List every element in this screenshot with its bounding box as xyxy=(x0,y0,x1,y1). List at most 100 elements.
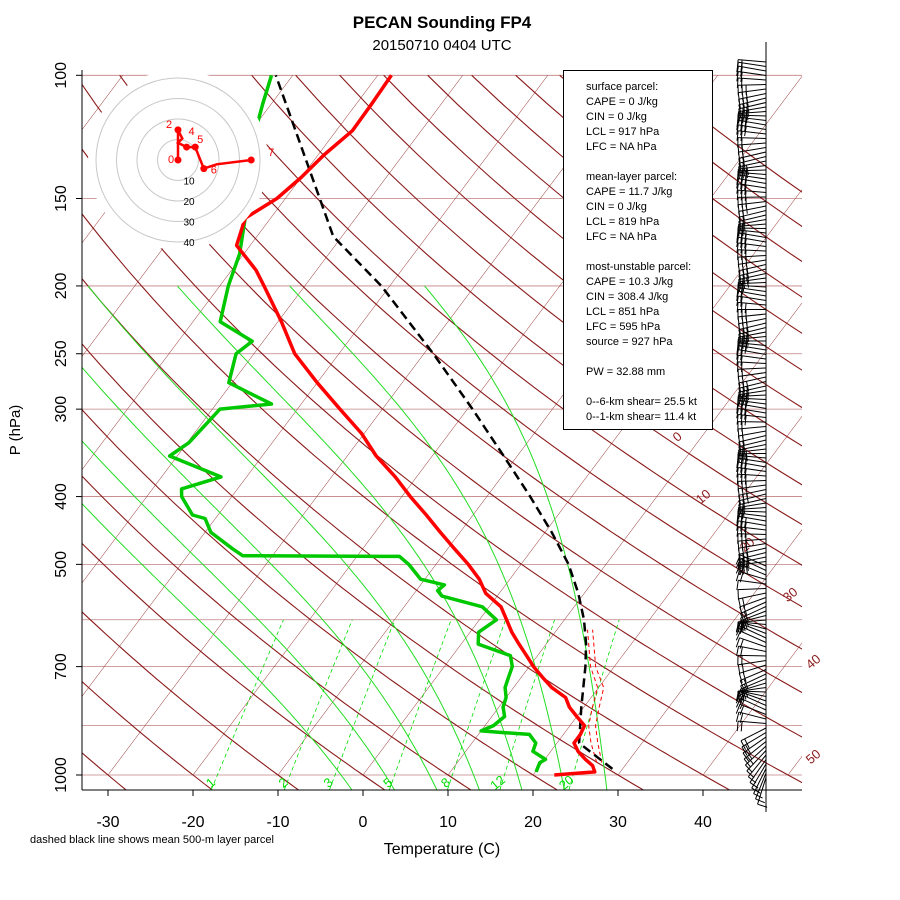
wind-barb-shaft xyxy=(738,301,767,306)
wind-barb-flag xyxy=(736,178,739,189)
wind-barb-shaft xyxy=(738,183,767,189)
wind-barb-flag xyxy=(735,558,742,568)
wind-barb-shaft xyxy=(739,664,767,674)
wind-barb xyxy=(736,119,767,132)
wind-barb-shaft xyxy=(738,264,767,272)
wind-barb-flag xyxy=(739,692,744,703)
hodograph-height-label: 7 xyxy=(268,147,274,159)
wind-barb-flag xyxy=(739,638,744,649)
wind-barb xyxy=(736,232,767,245)
wind-barb-shaft xyxy=(737,114,767,117)
wind-barb xyxy=(735,563,767,576)
y-tick-label: 250 xyxy=(53,340,70,367)
hodograph-ring xyxy=(95,77,261,243)
wind-barb-shaft xyxy=(738,720,767,724)
wind-barb xyxy=(738,97,767,115)
wind-barb-shaft xyxy=(740,625,767,639)
wind-barb-shaft xyxy=(747,754,767,778)
wind-barb-flag xyxy=(746,327,750,338)
mixing-ratio-line xyxy=(499,619,555,790)
wind-barb-flag xyxy=(744,190,747,201)
wind-barb-shaft xyxy=(738,507,767,510)
hodograph-height-label: 2 xyxy=(166,119,172,131)
wind-barb-shaft xyxy=(741,732,767,748)
wind-barb-shaft xyxy=(753,768,767,794)
wind-barb-flag xyxy=(740,71,743,82)
wind-barb-flag xyxy=(737,435,741,446)
wind-barb-flag xyxy=(736,124,739,135)
wind-barb-shaft xyxy=(738,349,767,355)
hodograph-point xyxy=(247,156,255,164)
wind-barb-shaft xyxy=(738,473,767,477)
dewpoint-trace xyxy=(167,74,548,773)
moist-adiabat-line xyxy=(82,366,438,790)
wind-barb-shaft xyxy=(745,745,767,766)
wind-barb-shaft xyxy=(743,741,767,760)
wind-barb xyxy=(755,772,767,804)
wind-barb-shaft xyxy=(738,156,767,164)
wind-barb-shaft xyxy=(738,210,767,218)
wind-barb-flag xyxy=(736,414,739,425)
wind-barb-flag xyxy=(735,554,741,565)
wind-barb-flag xyxy=(739,606,744,617)
wind-barb-shaft xyxy=(738,255,767,258)
isotherm-line xyxy=(82,75,548,697)
moist-adiabat-line xyxy=(424,285,608,790)
wind-barb-shaft xyxy=(738,690,767,697)
dry-adiabat-line xyxy=(82,343,644,790)
wind-barb-shaft xyxy=(739,563,767,576)
dry-adiabat-line xyxy=(82,680,213,790)
wind-barb-flag xyxy=(741,547,745,558)
wind-barb-flag xyxy=(742,216,746,227)
wind-barb xyxy=(736,183,767,195)
wind-barb-shaft xyxy=(740,630,767,643)
dry-adiabat-line xyxy=(251,74,802,526)
hodograph-ring-label: 10 xyxy=(183,177,195,188)
wind-barb-shaft xyxy=(738,484,767,490)
moist-adiabat-line xyxy=(82,440,395,790)
wind-barb-shaft xyxy=(738,259,767,265)
wind-barb-shaft xyxy=(738,142,767,146)
wind-barb xyxy=(736,301,767,314)
wind-barb xyxy=(737,147,767,163)
sounding-traces xyxy=(167,74,614,777)
y-tick-label: 300 xyxy=(53,396,70,423)
mean-layer-parcel-trace xyxy=(274,74,614,770)
wind-barb-flag xyxy=(744,459,747,470)
wind-barb-shaft xyxy=(738,520,767,526)
virtual-temperature-trace xyxy=(587,629,599,763)
wind-barb-shaft xyxy=(737,137,767,139)
wind-barb-flag xyxy=(740,62,743,73)
wind-barb-shaft xyxy=(738,277,767,283)
wind-barb-flag xyxy=(740,740,747,750)
wind-barb-shaft xyxy=(738,106,767,113)
dry-adiabat-line xyxy=(82,83,802,694)
wind-barb-flag xyxy=(741,151,745,162)
wind-barb-flag xyxy=(741,746,748,756)
most-unstable-source: source = 927 hPa xyxy=(586,336,673,348)
wind-barb-shaft xyxy=(738,205,767,213)
wind-barb-flag xyxy=(735,637,741,648)
wind-barb-flag xyxy=(742,103,746,114)
wind-barb-shaft xyxy=(738,249,767,252)
wind-barb-flag xyxy=(736,183,739,194)
wind-barb-shaft xyxy=(738,711,767,720)
wind-barb-flag xyxy=(735,698,742,708)
wind-barb-shaft xyxy=(740,697,767,711)
wind-barb-shaft xyxy=(738,111,767,115)
wind-barb-flag xyxy=(736,721,739,732)
wind-barb-flag xyxy=(735,623,741,633)
wind-barb-flag xyxy=(740,125,743,136)
wind-barb-flag xyxy=(741,223,745,234)
wind-barb-shaft xyxy=(738,219,767,225)
wind-barb-flag xyxy=(739,624,745,635)
mixing-ratio-line xyxy=(389,619,452,790)
wind-barb-flag xyxy=(740,302,743,313)
hodograph-point xyxy=(183,143,191,151)
wind-barb-shaft xyxy=(738,124,767,130)
footnote: dashed black line shows mean 500-m layer… xyxy=(30,834,274,846)
wind-barb-shaft xyxy=(738,526,767,531)
wind-barb-flag xyxy=(742,499,746,510)
wind-barb-shaft xyxy=(738,223,767,227)
